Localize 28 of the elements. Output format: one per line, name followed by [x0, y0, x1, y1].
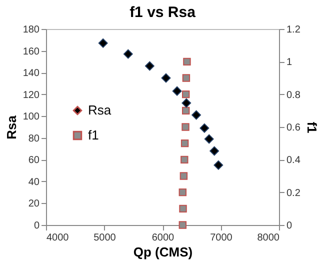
y2-tick-label: 0.2	[286, 188, 301, 199]
x-axis-title: Qp (CMS)	[133, 244, 193, 260]
x-tick-label: 5000	[94, 232, 116, 244]
y-tick-label: 80	[28, 133, 40, 144]
x-tick-label: 7000	[210, 232, 233, 244]
x-tick-label: 8000	[257, 232, 280, 244]
y-axis-title: Rsa	[4, 114, 19, 140]
chart-title: f1 vs Rsa	[130, 4, 196, 21]
y-tick-label: 0	[34, 220, 40, 232]
y-tick-label: 180	[22, 24, 40, 36]
legend-label: f1	[88, 128, 99, 142]
x-tick-label: 4000	[46, 232, 70, 244]
legend-label: Rsa	[88, 102, 112, 118]
y2-tick-label: 1.2	[286, 24, 301, 36]
y-tick-label: 20	[28, 198, 40, 210]
y-tick-label: 120	[22, 90, 40, 101]
y-tick-label: 160	[22, 46, 40, 58]
y-tick-label: 100	[22, 112, 40, 123]
y-tick-label: 40	[28, 176, 40, 188]
y2-tick-label: 0.8	[286, 90, 301, 101]
y2-tick-label: 0.4	[286, 155, 301, 166]
y2-tick-label: 0	[286, 220, 292, 232]
x-tick-label: 6000	[152, 232, 175, 244]
y2-tick-label: 1	[286, 57, 292, 68]
y-tick-label: 140	[22, 68, 40, 80]
y-tick-label: 60	[28, 155, 40, 166]
y2-tick-label: 0.6	[286, 122, 301, 134]
y2-axis-title: f1	[304, 122, 320, 134]
